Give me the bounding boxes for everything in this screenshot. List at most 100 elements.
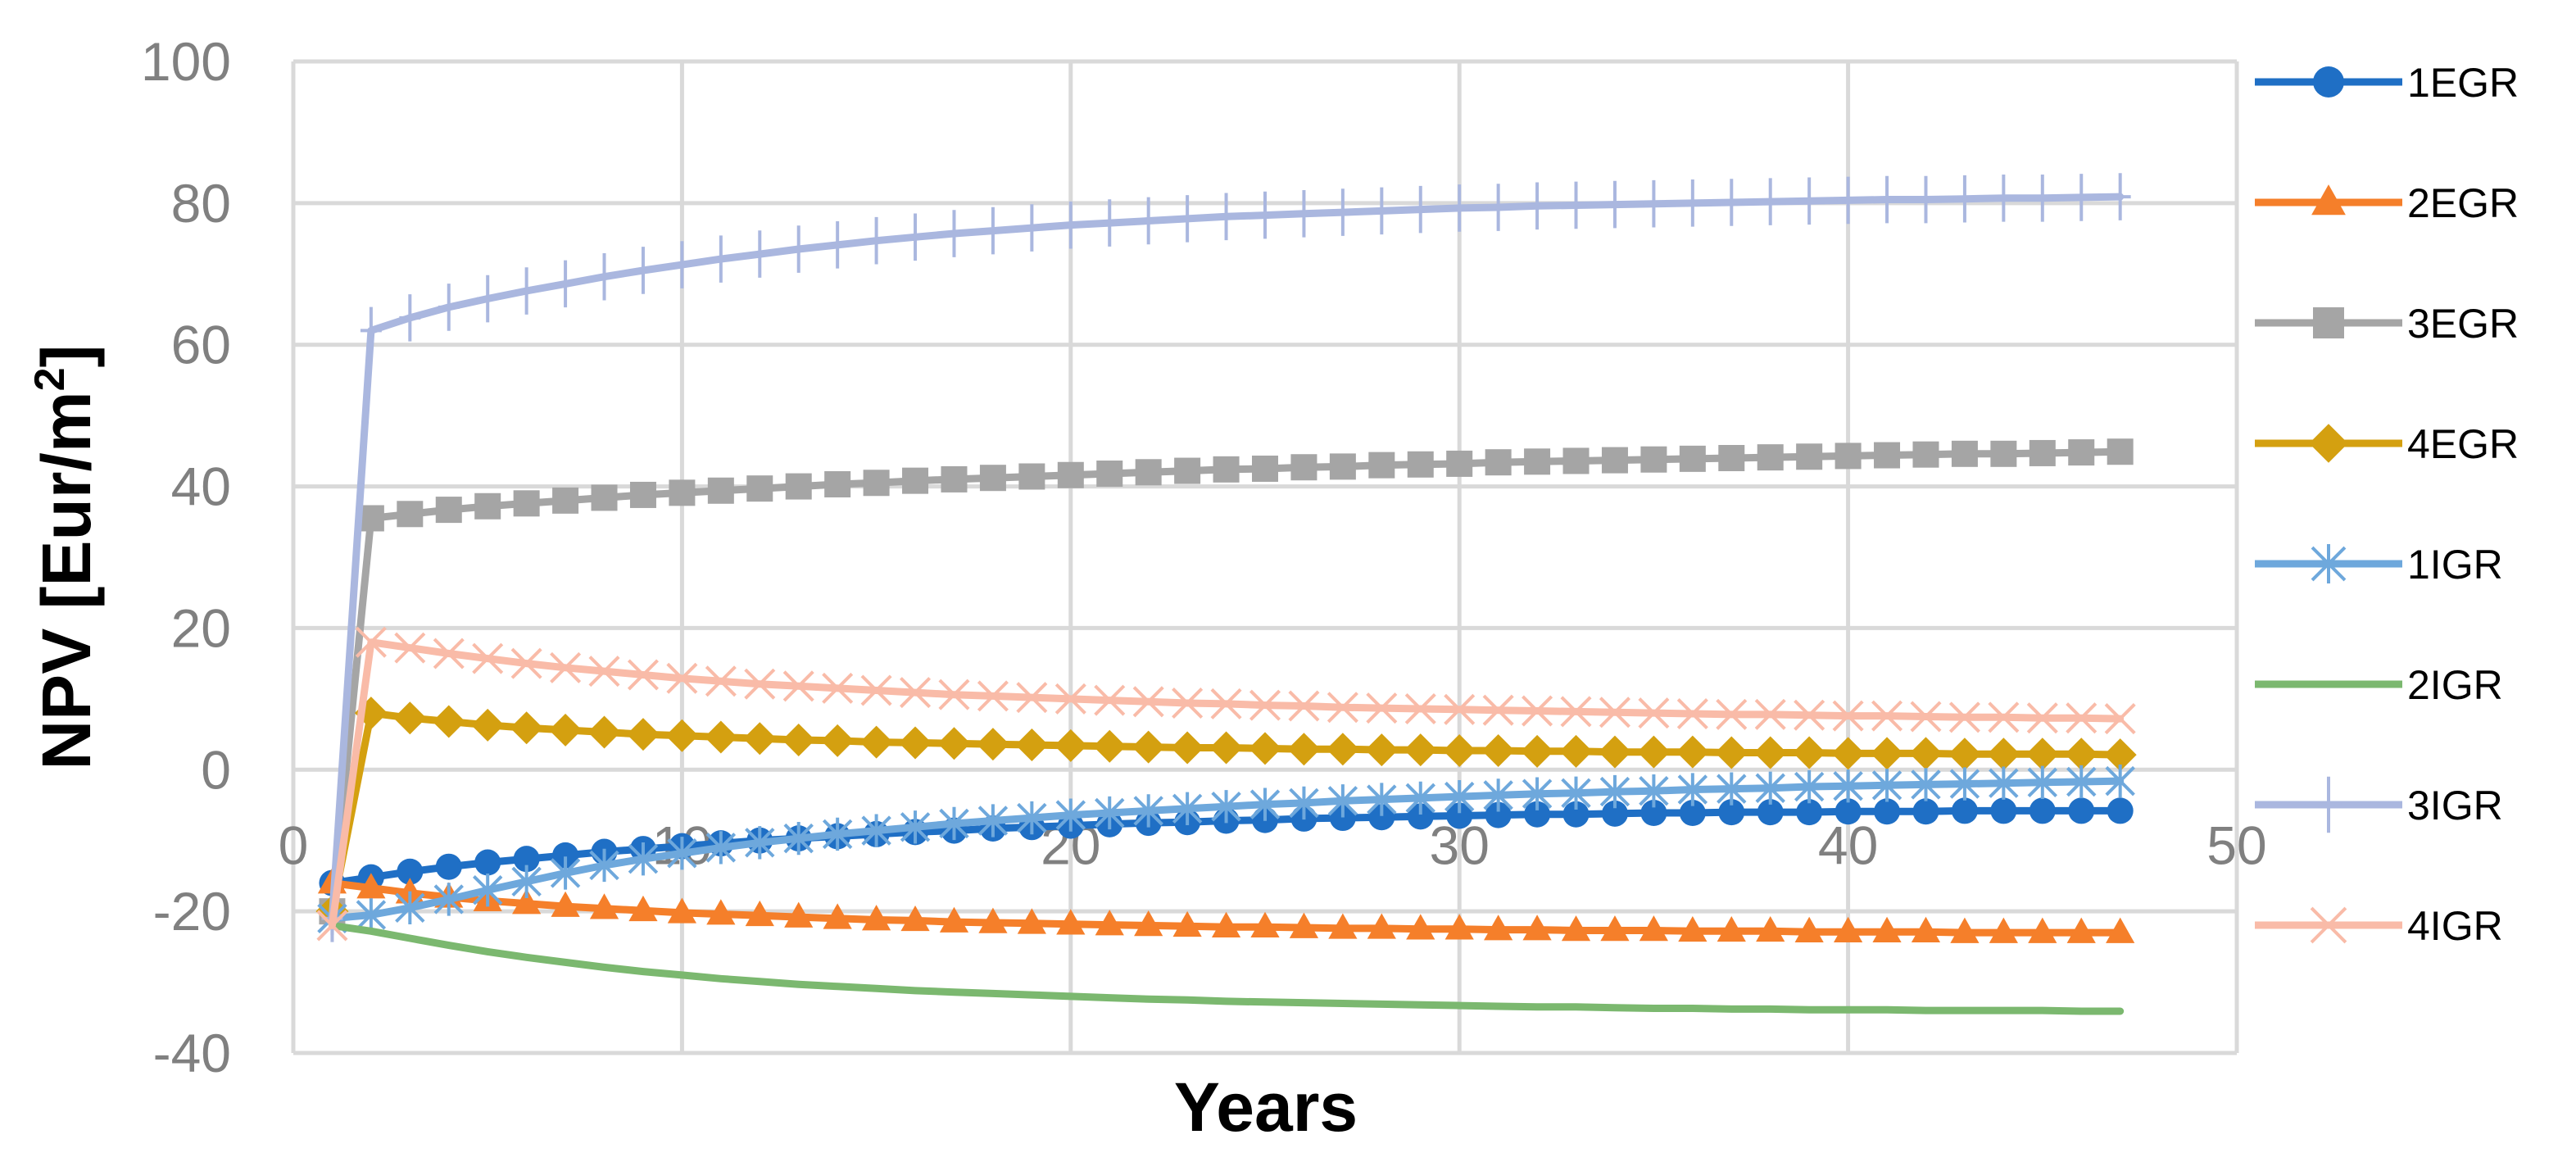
plus-marker [2109,173,2131,220]
legend-label: 1IGR [2407,542,2503,588]
square-marker [746,475,773,502]
circle-marker [2068,797,2095,824]
square-marker [785,473,812,500]
series-4EGR [315,697,2137,928]
diamond-marker [1948,738,1981,771]
triangle-marker [2028,917,2057,943]
plus-marker [905,213,926,261]
diamond-marker [821,724,855,757]
plus-marker [710,235,732,283]
circle-marker [1757,799,1784,826]
x-axis-title: Years [1174,1069,1358,1146]
circle-marker [1718,799,1745,826]
cross-marker [744,668,776,700]
star-marker [1172,792,1203,825]
diamond-marker [1209,731,1243,765]
circle-marker [1640,800,1667,827]
star-marker [1095,796,1125,830]
triangle-marker [978,907,1008,933]
square-marker [1951,440,1978,467]
plus-marker [633,247,654,294]
diamond-marker [2103,738,2137,772]
diamond-marker [1443,733,1476,767]
circle-marker [2029,797,2056,824]
plus-marker [1759,178,1781,225]
square-marker [629,481,656,508]
cross-marker [2104,703,2136,735]
legend-item: 3EGR [2255,301,2519,347]
diamond-marker [1753,736,1787,769]
square-marker [2068,439,2095,466]
square-marker [1135,459,1162,486]
triangle-marker [1989,917,2018,943]
diamond-marker [1871,737,1904,770]
star-marker [1949,767,1980,801]
square-marker [1213,456,1240,483]
square-marker [669,479,696,506]
star-marker [667,837,697,870]
circle-marker [1446,802,1473,829]
cross-marker [938,679,970,710]
y-tick-label: -20 [153,881,231,942]
diamond-marker [1909,737,1943,770]
plus-marker [671,241,693,288]
star-marker [783,821,814,856]
legend-label: 2IGR [2407,662,2503,708]
plus-marker [515,267,537,315]
circle-marker [397,858,424,885]
plus-marker [1721,179,1743,226]
circle-marker [1874,798,1901,825]
star-marker [2066,765,2097,799]
cross-marker [2066,702,2098,734]
star-marker [1055,798,1086,832]
diamond-marker [1715,736,1748,769]
cross-marker [822,672,854,704]
plus-marker [1487,184,1509,231]
triangle-marker [900,905,930,932]
star-marker [511,865,542,898]
plus-marker [1177,195,1199,243]
plus-marker [1604,180,1626,229]
series-line [328,921,2125,1015]
cross-marker [1599,697,1630,728]
diamond-marker [393,701,427,735]
y-tick-label: 0 [201,739,231,800]
circle-marker [1407,803,1434,830]
triangle-marker [2311,184,2346,216]
plus-marker [827,221,849,269]
star-marker [1833,769,1863,803]
square-marker [1718,445,1745,471]
square-marker [1757,444,1784,471]
diamond-marker [665,719,699,752]
star-marker [1017,801,1047,835]
triangle-marker [745,900,774,927]
cross-marker [316,910,348,942]
triangle-marker [939,906,969,933]
triangle-marker [784,901,814,928]
triangle-marker [1406,914,1435,940]
star-marker [1405,781,1435,815]
cross-marker [1366,692,1398,724]
plus-marker [2315,776,2342,833]
square-marker [1096,461,1123,488]
legend-item: 4IGR [2255,903,2503,949]
series-4IGR [316,626,2136,942]
cross-marker [1988,701,2020,733]
triangle-marker [1834,916,1863,943]
circle-marker [1679,800,1706,827]
diamond-marker [937,727,971,760]
circle-marker [1951,797,1978,824]
cross-marker [394,632,426,664]
star-marker [1871,769,1903,802]
triangle-marker [1250,911,1280,937]
circle-marker [435,853,462,880]
plus-marker [1021,204,1043,252]
plus-marker [749,230,771,278]
star-marker [589,848,619,883]
legend-label: 1EGR [2407,60,2519,106]
square-marker [1018,463,1045,490]
diamond-marker [899,726,932,760]
star-marker [1677,773,1708,806]
legend-item: 2IGR [2255,662,2503,708]
star-marker [745,826,775,860]
